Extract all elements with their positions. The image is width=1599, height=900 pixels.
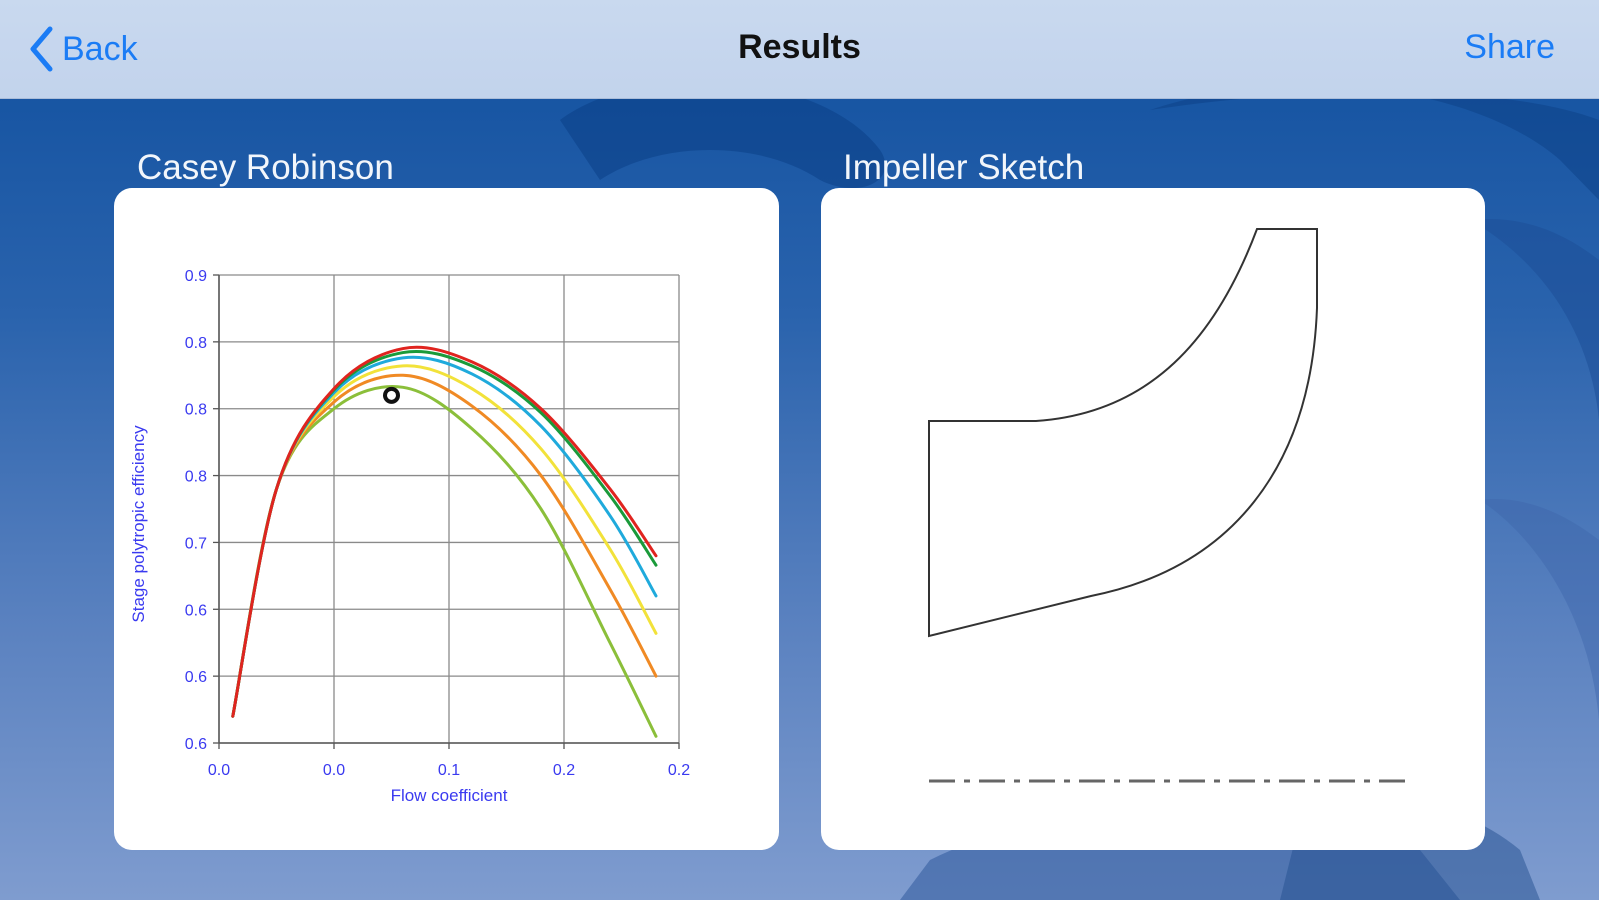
x-tick-label: 0.2 [553, 762, 575, 779]
impeller-sketch [928, 228, 1411, 783]
y-tick-label: 0.7 [185, 535, 207, 552]
series-line [231, 355, 658, 718]
series-line [231, 345, 658, 718]
y-tick-label: 0.6 [185, 669, 207, 686]
back-button[interactable]: Back [28, 24, 138, 74]
y-tick-label: 0.9 [185, 268, 207, 285]
back-label: Back [62, 29, 138, 68]
impeller-outline [928, 228, 1318, 638]
x-tick-label: 0.2 [668, 762, 690, 779]
design-point-marker [383, 386, 400, 404]
y-tick-label: 0.8 [185, 402, 207, 419]
y-tick-label: 0.6 [185, 602, 207, 619]
series-line [231, 364, 658, 718]
x-tick-label: 0.0 [323, 762, 345, 779]
efficiency-chart-card: 0.9 0.8 0.8 0.8 0.7 0.6 0.6 0.6 0.0 0.0 0.1 0.2 0.2 F… [114, 188, 779, 850]
series-line [231, 373, 658, 718]
x-tick-label: 0.0 [208, 762, 230, 779]
x-axis-label: Flow coefficient [391, 786, 508, 805]
y-tick-label: 0.8 [185, 335, 207, 352]
chart-section-title: Casey Robinson [137, 148, 394, 187]
page-title: Results [738, 28, 861, 66]
navigation-bar: Back Results Share [0, 0, 1599, 99]
y-axis-label: Stage polytropic efficiency [129, 425, 148, 623]
y-tick-label: 0.6 [185, 736, 207, 753]
chevron-left-icon [30, 26, 53, 72]
x-tick-label: 0.1 [438, 762, 460, 779]
efficiency-chart: 0.90.80.80.80.70.60.60.60.0 0.0 0.1 0.2 0.2F… [129, 268, 690, 805]
share-button[interactable]: Share [1464, 28, 1555, 66]
impeller-sketch-card [821, 188, 1485, 850]
y-tick-label: 0.8 [185, 469, 207, 486]
sketch-section-title: Impeller Sketch [843, 148, 1085, 187]
